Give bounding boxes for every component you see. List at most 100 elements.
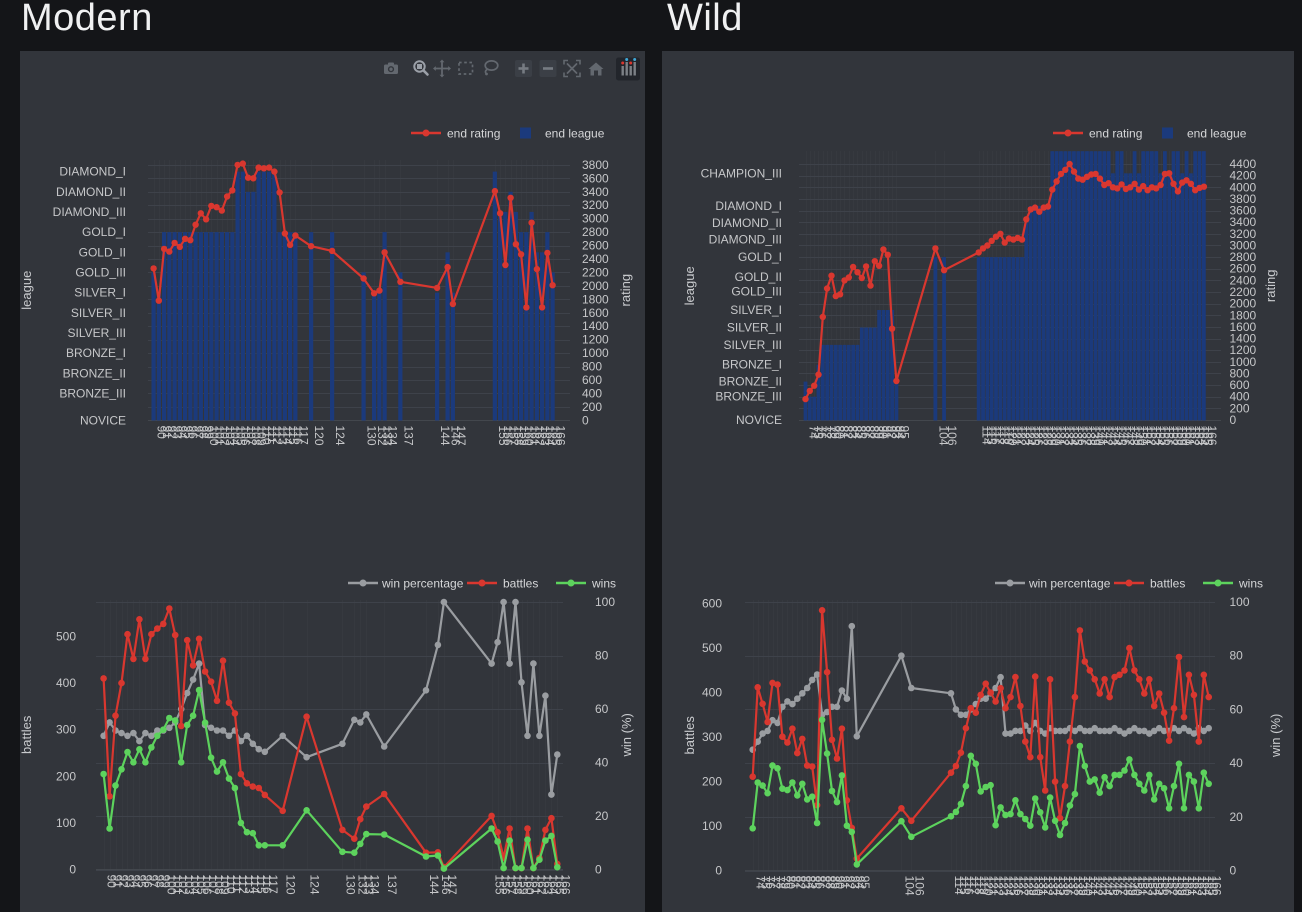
svg-text:2800: 2800 xyxy=(1230,250,1257,264)
svg-text:107: 107 xyxy=(206,875,220,895)
svg-text:60: 60 xyxy=(595,702,609,716)
svg-text:158: 158 xyxy=(1170,876,1184,896)
svg-text:97: 97 xyxy=(146,875,160,889)
svg-text:144: 144 xyxy=(1101,876,1115,896)
svg-text:2200: 2200 xyxy=(582,265,609,279)
svg-text:125: 125 xyxy=(1007,876,1021,896)
svg-text:BRONZE_III: BRONZE_III xyxy=(59,386,126,400)
svg-text:136: 136 xyxy=(1061,876,1075,896)
svg-text:109: 109 xyxy=(254,426,268,446)
svg-text:165: 165 xyxy=(552,875,566,895)
svg-text:101: 101 xyxy=(170,875,184,895)
svg-text:118: 118 xyxy=(997,426,1011,445)
svg-text:161: 161 xyxy=(1183,426,1197,446)
svg-text:155: 155 xyxy=(1155,876,1169,896)
svg-text:100: 100 xyxy=(164,875,178,895)
svg-text:91: 91 xyxy=(880,426,894,440)
svg-text:SILVER_III: SILVER_III xyxy=(68,326,126,340)
svg-text:117: 117 xyxy=(993,426,1007,445)
svg-text:94: 94 xyxy=(176,426,190,440)
svg-text:99: 99 xyxy=(202,426,216,440)
svg-text:400: 400 xyxy=(702,686,722,700)
svg-text:156: 156 xyxy=(1160,876,1174,896)
svg-text:600: 600 xyxy=(582,373,602,387)
svg-text:159: 159 xyxy=(1175,876,1189,896)
svg-text:140: 140 xyxy=(1081,876,1095,896)
svg-text:104: 104 xyxy=(228,426,242,446)
svg-text:1200: 1200 xyxy=(1230,343,1257,357)
svg-text:78: 78 xyxy=(774,876,788,890)
svg-text:124: 124 xyxy=(1002,876,1016,896)
svg-text:160: 160 xyxy=(1180,876,1194,896)
svg-text:142: 142 xyxy=(1091,876,1105,896)
svg-text:130: 130 xyxy=(1049,426,1063,446)
svg-text:157: 157 xyxy=(1166,426,1180,446)
svg-text:1000: 1000 xyxy=(1230,355,1257,369)
svg-text:164: 164 xyxy=(543,426,557,446)
svg-text:101: 101 xyxy=(212,426,226,446)
svg-text:SILVER_I: SILVER_I xyxy=(730,303,782,317)
svg-text:120: 120 xyxy=(312,426,326,446)
svg-text:92: 92 xyxy=(884,426,898,440)
svg-text:GOLD_II: GOLD_II xyxy=(735,270,782,284)
svg-text:120: 120 xyxy=(1006,426,1020,446)
svg-text:92: 92 xyxy=(843,876,857,890)
svg-text:end league: end league xyxy=(1187,127,1247,141)
svg-text:90: 90 xyxy=(155,426,169,440)
svg-text:161: 161 xyxy=(527,426,541,446)
svg-text:163: 163 xyxy=(540,875,554,895)
svg-text:84: 84 xyxy=(850,426,864,440)
svg-text:157: 157 xyxy=(506,426,520,446)
svg-text:110: 110 xyxy=(224,875,238,894)
svg-text:115: 115 xyxy=(286,426,300,445)
svg-text:DIAMOND_I: DIAMOND_I xyxy=(715,199,782,213)
svg-text:400: 400 xyxy=(56,676,76,690)
svg-text:115: 115 xyxy=(957,876,971,895)
svg-text:87: 87 xyxy=(863,426,877,440)
svg-text:0: 0 xyxy=(715,864,722,878)
svg-text:95: 95 xyxy=(897,426,911,440)
svg-text:166: 166 xyxy=(558,875,572,895)
svg-text:3000: 3000 xyxy=(1230,239,1257,253)
svg-text:126: 126 xyxy=(1012,876,1026,896)
svg-text:85: 85 xyxy=(808,876,822,890)
svg-text:3200: 3200 xyxy=(582,198,609,212)
svg-text:battles: battles xyxy=(19,715,34,754)
svg-text:60: 60 xyxy=(1230,702,1244,716)
svg-text:end rating: end rating xyxy=(1089,127,1142,141)
svg-text:102: 102 xyxy=(218,426,232,446)
svg-text:40: 40 xyxy=(595,756,609,770)
svg-text:99: 99 xyxy=(158,875,172,889)
svg-text:134: 134 xyxy=(367,875,381,895)
svg-text:3000: 3000 xyxy=(582,212,609,226)
svg-text:100: 100 xyxy=(207,426,221,446)
svg-text:118: 118 xyxy=(972,876,986,895)
svg-text:2600: 2600 xyxy=(1230,262,1257,276)
svg-text:77: 77 xyxy=(769,876,783,890)
svg-text:125: 125 xyxy=(1027,426,1041,446)
svg-text:124: 124 xyxy=(333,426,347,446)
svg-text:85: 85 xyxy=(854,426,868,440)
svg-text:136: 136 xyxy=(1075,426,1089,446)
svg-text:CHAMPION_III: CHAMPION_III xyxy=(701,166,782,180)
svg-text:DIAMOND_I: DIAMOND_I xyxy=(59,165,126,179)
svg-text:40: 40 xyxy=(1230,756,1244,770)
svg-text:76: 76 xyxy=(815,426,829,440)
svg-text:144: 144 xyxy=(438,426,452,446)
svg-text:78: 78 xyxy=(824,426,838,440)
svg-text:106: 106 xyxy=(239,426,253,446)
svg-text:94: 94 xyxy=(129,875,143,889)
svg-text:112: 112 xyxy=(270,426,284,445)
svg-text:135: 135 xyxy=(1056,876,1070,896)
svg-text:143: 143 xyxy=(1096,876,1110,896)
svg-text:114: 114 xyxy=(952,876,966,895)
svg-text:123: 123 xyxy=(1019,426,1033,446)
svg-text:116: 116 xyxy=(962,876,976,895)
svg-text:166: 166 xyxy=(554,426,568,446)
svg-text:133: 133 xyxy=(1046,876,1060,896)
svg-text:141: 141 xyxy=(1097,426,1111,446)
svg-text:76: 76 xyxy=(764,876,778,890)
svg-text:200: 200 xyxy=(56,769,76,783)
svg-text:148: 148 xyxy=(1127,426,1141,446)
svg-text:end rating: end rating xyxy=(447,127,500,141)
